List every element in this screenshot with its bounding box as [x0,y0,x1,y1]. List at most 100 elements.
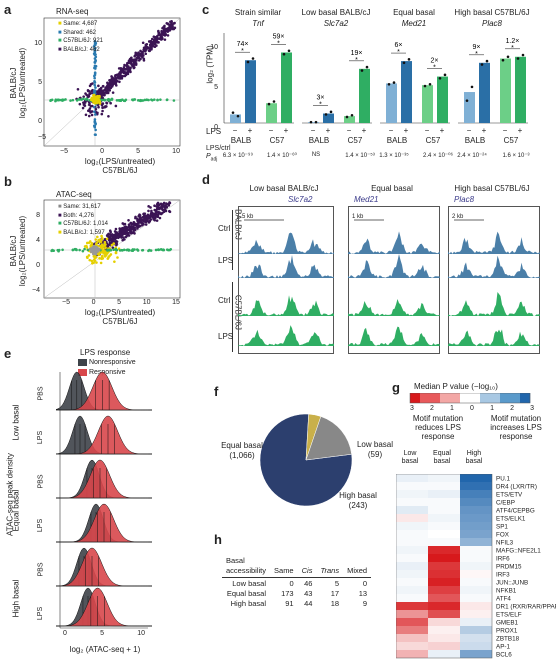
heatmap-cell [396,530,428,538]
panel-b-xlabel: log₂(LPS/untreated) C57BL/6J [84,308,156,326]
scale-swatch [496,393,499,403]
gene-0: Tnf [252,19,264,28]
scatter-point [95,261,98,264]
heatmap-cell [428,498,460,506]
scatter-point [114,251,118,255]
heatmap-cell [460,530,492,538]
heatmap-row-label: PU.1 [496,476,510,483]
significance-star: * [511,45,514,52]
chart-bar [479,62,490,123]
scatter-point [143,49,147,53]
scatter-point [154,215,157,219]
scatter-point [93,133,97,136]
data-point [516,57,520,60]
scatter-point [122,230,125,234]
chart-bar [359,68,370,123]
group-title-3: High basal C57BL/6J [454,8,530,17]
scatter-point [95,112,99,116]
heatmap-row-label: ATF4 [496,596,511,603]
bar-chart-1: 3×*19×* [302,50,372,124]
scatter-point [102,249,106,253]
scatter-point [133,232,136,235]
strain-label: BALB [308,136,330,145]
heatmap-col-high: High basal [465,450,483,465]
heatmap-cell [396,562,428,570]
data-point [485,59,489,63]
scatter-point [93,89,97,92]
data-point [314,120,318,124]
scale-swatch [476,393,479,403]
data-point [287,49,291,53]
scatter-point [93,250,97,254]
scatter-point [159,37,163,41]
panel-g-right-note: Motif mutation increases LPS response [490,414,542,441]
strain-label: C57 [425,136,441,145]
scale-swatch [466,393,469,403]
panel-a-letter: a [4,2,12,17]
heatmap-row-label: JUN::JUNB [496,580,528,587]
track-title-0: Low basal BALB/cJ [249,184,319,193]
scatter-point [98,257,101,260]
heatmap-row-label: FOX [496,532,510,539]
scatter-point [114,81,118,84]
scatter-point [96,92,99,95]
scatter-point [159,35,163,39]
scatter-point [172,99,176,102]
heatmap-row-label: ETS/ETV [496,492,523,499]
scatter-point [153,41,157,45]
scatter-point [108,243,111,246]
scatter-point [144,44,148,48]
heatmap-row-label: DR4 (LXR/TR) [496,484,537,491]
scatter-point [144,52,148,56]
scatter-point [137,51,140,54]
scale-swatch [502,393,505,403]
basal-table: Basal accessibility Same Cis Trans Mixed Low… [222,556,372,609]
scatter-point [85,245,89,249]
scatter-point [88,92,91,96]
scatter-point [124,98,128,102]
scale-swatch [422,393,425,403]
heatmap-cell [460,626,492,634]
data-point [345,115,349,119]
scale-swatch [516,393,519,403]
data-point [387,83,391,86]
scatter-point [101,247,104,251]
scatter-point [120,236,123,239]
scatter-point [144,215,147,218]
panel-a-xticks: −5 0 5 10 [60,148,180,155]
heatmap-row-label: DR1 (RXR/RAR/PPAR) [496,604,556,611]
scatter-point [111,246,115,249]
scatter-point [141,41,145,45]
scale-swatch [470,393,473,403]
strain-label: C57 [347,136,363,145]
scatter-point [82,101,85,104]
scale-swatch [518,393,521,403]
scatter-point [106,91,110,95]
fold-change-label: 6× [395,42,403,49]
scatter-point [101,85,105,88]
data-point [251,57,255,60]
scale-swatch [526,393,529,403]
lps-sign: − [232,126,238,135]
ridge-group-label: High basal [11,579,21,618]
panel-b-letter: b [4,174,12,189]
scatter-point [97,253,101,257]
coverage-signal [448,329,540,346]
track-box-2 [448,206,540,354]
scatter-point [164,28,168,31]
scatter-point [90,242,94,245]
bar-chart-3: 9×*1.2×* [458,38,528,124]
scatter-point [169,20,172,24]
data-point [501,58,505,62]
pie-label-low: Low basal (59) [356,440,394,459]
rna-scatter-plot [43,17,181,147]
scatter-point [154,211,158,215]
scatter-point [147,49,151,53]
heatmap-row-label: AP-1 [496,644,510,651]
track-row-label: LPS [218,256,234,265]
ridge-condition-label: PBS [37,562,45,577]
scale-swatch [488,393,491,403]
scatter-point [165,98,169,101]
panel-a-yticks: 10 5 0 [34,40,42,125]
chart-bar [281,52,292,124]
